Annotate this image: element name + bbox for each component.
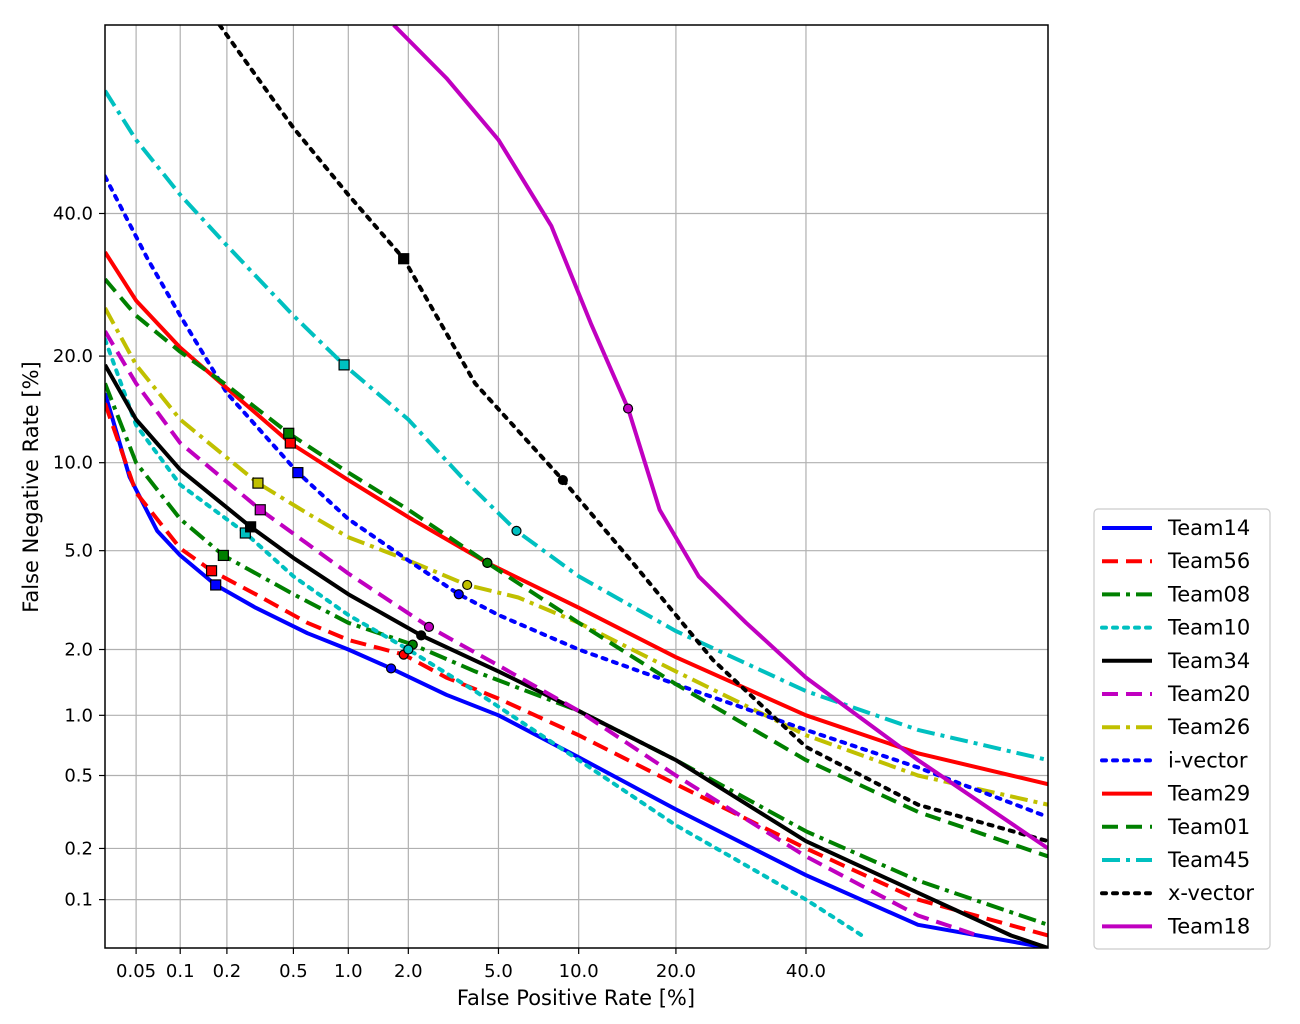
legend-label-team20: Team20 bbox=[1167, 682, 1250, 706]
y-axis-label: False Negative Rate [%] bbox=[19, 361, 43, 612]
series-line-team18 bbox=[392, 25, 1048, 851]
series-marker-team34 bbox=[245, 521, 257, 533]
y-tick-label: 0.2 bbox=[64, 838, 93, 859]
x-tick-label: 40.0 bbox=[786, 961, 826, 982]
eer-point-team45 bbox=[511, 525, 522, 537]
series-line-team29 bbox=[105, 251, 1048, 787]
series-line-team10 bbox=[105, 337, 864, 938]
legend-label-team10: Team10 bbox=[1167, 616, 1250, 640]
x-tick-label: 10.0 bbox=[559, 961, 599, 982]
x-tick-label: 0.1 bbox=[166, 961, 195, 982]
eer-point-team14 bbox=[385, 663, 397, 674]
eer-point-team26 bbox=[462, 579, 473, 591]
series-marker-team56 bbox=[205, 565, 218, 577]
x-tick-label: 0.2 bbox=[213, 961, 242, 982]
legend-label-team56: Team56 bbox=[1167, 549, 1250, 573]
eer-point-x-vector bbox=[557, 474, 568, 486]
legend-label-x-vector: x-vector bbox=[1168, 881, 1254, 905]
legend-label-team01: Team01 bbox=[1167, 815, 1250, 839]
series-marker-team01 bbox=[283, 427, 295, 439]
y-axis-ticks: 0.1 0.2 0.5 1.0 2.0 5.0 10.0 20.0 40.0 bbox=[53, 203, 105, 911]
series-line-i-vector bbox=[105, 174, 1048, 819]
eer-point-team34 bbox=[416, 630, 427, 641]
y-tick-label: 40.0 bbox=[53, 203, 93, 224]
legend-label-team45: Team45 bbox=[1167, 848, 1250, 872]
legend: Team14 Team56 Team08 Team10 Team34 Team20 Team… bbox=[1093, 508, 1271, 950]
eer-point-i-vector bbox=[453, 589, 464, 600]
x-tick-label: 20.0 bbox=[656, 961, 696, 982]
legend-label-team08: Team08 bbox=[1167, 582, 1250, 606]
x-tick-label: 0.05 bbox=[116, 961, 156, 982]
legend-label-team29: Team29 bbox=[1167, 782, 1250, 806]
y-tick-label: 0.5 bbox=[64, 766, 93, 787]
eer-point-team01 bbox=[482, 557, 493, 568]
legend-label-team34: Team34 bbox=[1167, 649, 1250, 673]
x-axis-ticks: 0.05 0.1 0.2 0.5 1.0 2.0 5.0 10.0 20.0 40.0 bbox=[116, 948, 826, 982]
series-marker-team29 bbox=[284, 437, 296, 449]
series-layer bbox=[105, 25, 1048, 948]
series-marker-team08 bbox=[217, 549, 229, 562]
series-line-team14 bbox=[105, 392, 1048, 948]
x-axis-label: False Positive Rate [%] bbox=[457, 986, 695, 1010]
plot-frame bbox=[104, 24, 1049, 949]
marker-layer bbox=[205, 253, 634, 674]
x-tick-label: 1.0 bbox=[334, 961, 363, 982]
y-tick-label: 1.0 bbox=[64, 705, 93, 726]
x-tick-label: 2.0 bbox=[394, 961, 423, 982]
y-tick-label: 2.0 bbox=[64, 640, 93, 661]
eer-point-team10 bbox=[403, 644, 414, 655]
series-line-team01 bbox=[105, 277, 1048, 859]
legend-label-team14: Team14 bbox=[1167, 516, 1250, 540]
series-marker-team45 bbox=[338, 359, 350, 371]
y-tick-label: 0.1 bbox=[64, 890, 93, 911]
y-tick-label: 10.0 bbox=[53, 453, 93, 474]
series-marker-i-vector bbox=[292, 467, 304, 479]
eer-point-team20 bbox=[423, 621, 435, 632]
eer-point-team18 bbox=[622, 403, 634, 414]
series-line-team45 bbox=[105, 89, 1048, 763]
legend-label-team18: Team18 bbox=[1167, 914, 1250, 938]
y-tick-label: 20.0 bbox=[53, 346, 93, 367]
series-marker-team20 bbox=[254, 504, 266, 516]
series-marker-x-vector bbox=[398, 253, 410, 265]
x-tick-label: 5.0 bbox=[484, 961, 513, 982]
legend-label-i-vector: i-vector bbox=[1168, 748, 1248, 772]
legend-frame bbox=[1093, 508, 1271, 950]
series-line-team34 bbox=[105, 363, 1048, 948]
series-marker-team26 bbox=[252, 477, 264, 489]
x-tick-label: 0.5 bbox=[279, 961, 308, 982]
legend-label-team26: Team26 bbox=[1167, 715, 1250, 739]
y-tick-label: 5.0 bbox=[64, 541, 93, 562]
series-marker-team14 bbox=[210, 579, 222, 591]
